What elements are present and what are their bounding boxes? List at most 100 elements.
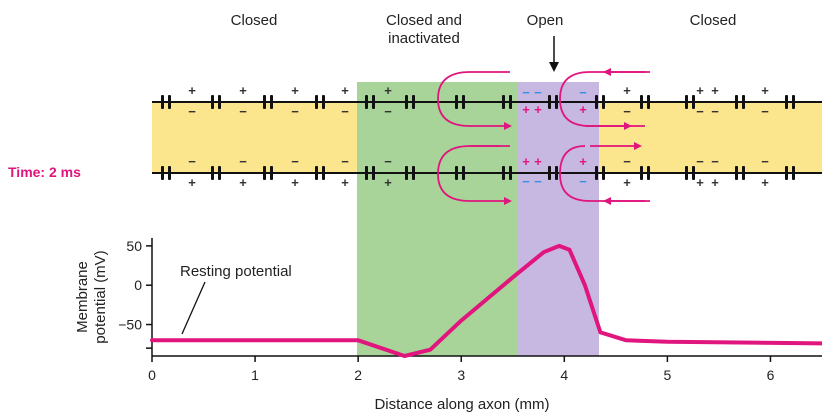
minus-charge: − [534,174,542,189]
y-ticks: 50 0 −50 [118,238,152,349]
graph-axes [151,238,822,357]
plus-charge: + [761,83,769,98]
minus-charge: − [711,104,719,119]
minus-charge: − [384,154,392,169]
minus-charge: − [522,85,530,100]
channel [263,166,273,180]
channel [595,166,605,180]
channel [211,95,221,109]
minus-charge: − [291,104,299,119]
channel [263,95,273,109]
plus-charge: + [696,175,704,190]
channel [595,95,605,109]
channel [455,95,465,109]
x-tick-label: 3 [457,367,465,383]
x-tick-label: 0 [148,367,156,383]
y-tick-label: 50 [126,238,142,254]
loop-lower-right [559,145,645,202]
plus-charge: + [341,175,349,190]
x-tick-label: 6 [767,367,775,383]
channel [548,166,558,180]
minus-charge: − [522,174,530,189]
y-tick-label: 0 [134,277,142,293]
time-label: Time: 2 ms [8,164,81,180]
label-closed-right: Closed [689,12,737,29]
potential-trace [150,243,822,358]
ylabel-line2: potential (mV) [92,250,109,343]
plus-charge: + [522,154,530,169]
channel [161,95,171,109]
channel [315,166,325,180]
channel [365,166,375,180]
plus-charge: + [291,83,299,98]
channel [455,166,465,180]
minus-charge: − [761,154,769,169]
x-tick-label: 2 [354,367,362,383]
channel [365,95,375,109]
label-closed-inactivated: Closed and inactivated [386,12,462,47]
channel [685,95,695,109]
minus-charge: − [623,104,631,119]
channel [785,166,795,180]
channel [735,166,745,180]
channel [640,95,650,109]
minus-charge: − [711,154,719,169]
resting-pointer [181,281,206,335]
plus-charge: + [239,175,247,190]
open-region [517,82,599,356]
channel-group [161,95,795,180]
plus-charge: + [188,175,196,190]
minus-charge: − [384,104,392,119]
plus-charge: + [239,83,247,98]
plus-charge: + [696,83,704,98]
resting-potential-label: Resting potential [180,263,292,280]
charge-group: +−−++−−++−−++−−++−−++−−++−−++−−++−−+− −+ +… [188,83,769,190]
loop-upper-right [559,71,645,127]
x-tick-label: 5 [663,367,671,383]
xlabel: Distance along axon (mm) [374,396,549,413]
channel [502,95,512,109]
channel [315,95,325,109]
plus-charge: + [761,175,769,190]
minus-charge: − [341,154,349,169]
channel [211,166,221,180]
loop-lower-left [437,145,512,205]
channel [405,95,415,109]
plus-charge: + [522,102,530,117]
inactivated-region [357,82,517,356]
plus-charge: + [711,175,719,190]
minus-charge: − [188,154,196,169]
minus-charge: − [579,174,587,189]
plus-charge: + [291,175,299,190]
plus-charge: + [711,83,719,98]
channel [161,166,171,180]
plus-charge: + [579,102,587,117]
channel [405,166,415,180]
minus-charge: − [696,154,704,169]
channel [785,95,795,109]
x-tick-label: 1 [251,367,259,383]
minus-charge: − [534,85,542,100]
minus-charge: − [761,104,769,119]
plus-charge: + [534,154,542,169]
minus-charge: − [341,104,349,119]
y-tick-label: −50 [118,317,142,333]
channel [685,166,695,180]
plus-charge: + [579,154,587,169]
minus-charge: − [623,154,631,169]
minus-charge: − [696,104,704,119]
minus-charge: − [291,154,299,169]
current-loops [437,68,650,205]
plus-charge: + [534,102,542,117]
minus-charge: − [579,85,587,100]
ylabel-line1: Membrane [74,261,91,333]
plus-charge: + [384,175,392,190]
plus-charge: + [188,83,196,98]
channel [548,95,558,109]
plus-charge: + [384,83,392,98]
plus-charge: + [341,83,349,98]
x-ticks: 0 1 2 3 4 5 6 [148,356,775,383]
channel [640,166,650,180]
x-tick-label: 4 [560,367,568,383]
